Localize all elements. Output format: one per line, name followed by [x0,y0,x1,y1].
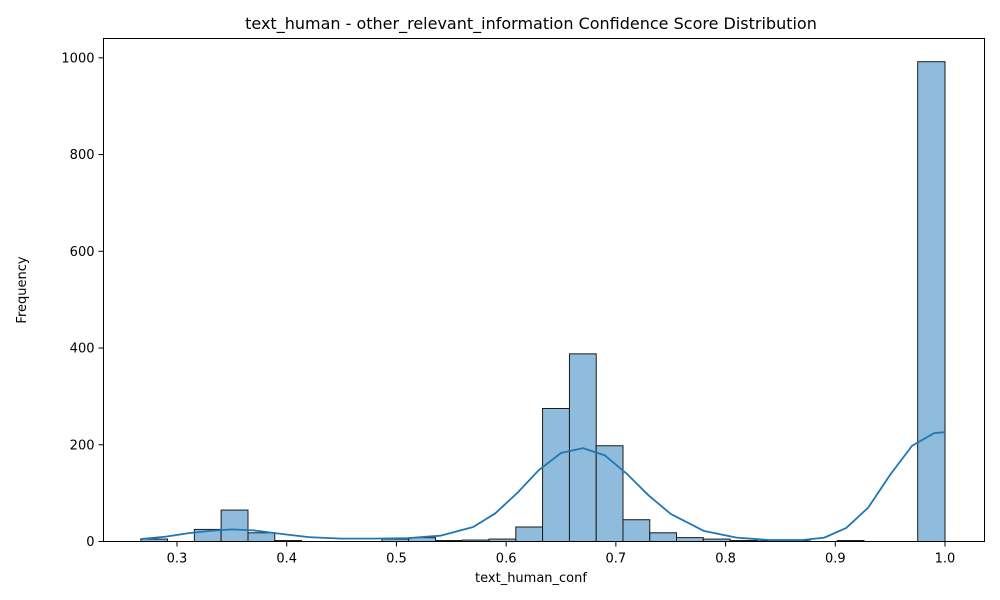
x-tick-label: 0.5 [386,552,407,567]
x-tick-label: 0.8 [715,552,736,567]
x-tick-label: 0.7 [606,552,627,567]
plot-area [140,61,946,543]
histogram-bar [515,526,544,542]
x-axis-ticks: 0.3 0.4 0.5 0.6 0.7 0.8 0.9 1.0 [167,541,956,567]
y-axis-ticks: 0 200 400 600 800 1000 [61,51,104,550]
x-tick-label: 0.9 [825,552,846,567]
histogram-bar [247,532,276,543]
axes-frame [103,38,985,542]
y-tick-label: 600 [70,245,95,260]
y-tick-label: 800 [70,148,95,163]
y-axis-label: Frequency [15,256,30,323]
x-tick-label: 0.3 [167,552,188,567]
histogram-bar [542,407,570,542]
histogram-bar [649,532,678,543]
x-tick-label: 0.6 [496,552,517,567]
x-tick-label: 0.4 [276,552,297,567]
histogram-bar [622,519,651,543]
histogram-bar [917,61,946,542]
y-tick-label: 200 [70,438,95,453]
kde-curve [140,431,946,541]
y-tick-label: 1000 [61,51,94,66]
x-axis-label: text_human_conf [475,571,587,586]
y-tick-label: 0 [86,535,94,550]
chart-title: text_human - other_relevant_information … [245,14,817,34]
y-tick-label: 400 [70,342,95,357]
x-tick-label: 1.0 [935,552,956,567]
histogram-bar [676,537,704,543]
histogram-bar [220,509,249,542]
